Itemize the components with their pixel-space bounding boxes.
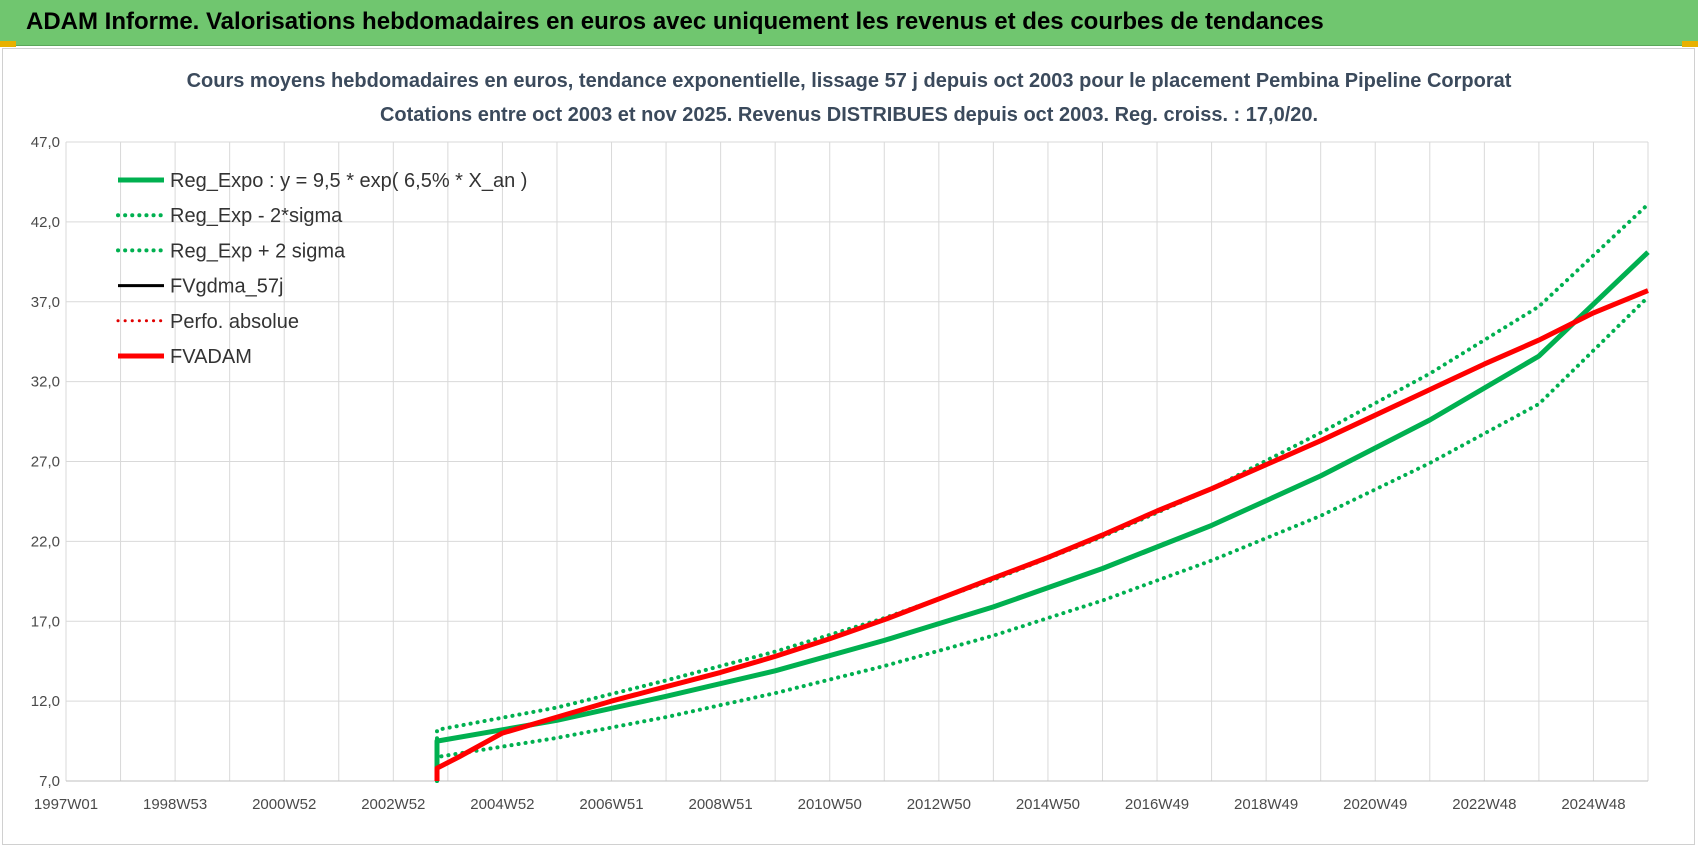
x-tick-label: 2010W50 (798, 796, 862, 813)
series-line-2 (435, 202, 1650, 783)
legend-label: Reg_Exp - 2*sigma (170, 205, 343, 227)
x-tick-label: 2012W50 (907, 796, 971, 813)
chart-title: Cours moyens hebdomadaires en euros, ten… (186, 70, 1512, 92)
y-tick-label: 12,0 (31, 693, 60, 710)
y-tick-label: 17,0 (31, 613, 60, 630)
x-tick-label: 2000W52 (252, 796, 316, 813)
y-tick-label: 7,0 (39, 773, 60, 790)
x-tick-label: 2004W52 (470, 796, 534, 813)
series-line-1 (435, 295, 1650, 783)
legend-label: FVgdma_57j (170, 276, 283, 298)
y-tick-label: 42,0 (31, 214, 60, 231)
corner-marker-left (0, 41, 16, 47)
chart-frame (2, 48, 1695, 845)
x-tick-label: 2022W48 (1452, 796, 1516, 813)
grid-lines (65, 141, 1649, 782)
x-tick-label: 2014W50 (1016, 796, 1080, 813)
y-axis-ticks: 7,0 12,0 17,0 22,0 27,0 32,0 37,0 42,0 47,0 (31, 134, 60, 790)
series-line-0 (434, 250, 1650, 781)
y-tick-label: 47,0 (31, 134, 60, 151)
legend-label: FVADAM (170, 346, 252, 368)
x-tick-label: 2018W49 (1234, 796, 1298, 813)
y-tick-label: 22,0 (31, 533, 60, 550)
x-tick-label: 2020W49 (1343, 796, 1407, 813)
legend-label: Perfo. absolue (170, 311, 299, 333)
x-tick-label: 2024W48 (1561, 796, 1625, 813)
legend-label: Reg_Exp + 2 sigma (170, 240, 346, 262)
y-tick-label: 32,0 (31, 374, 60, 391)
x-tick-label: 2016W49 (1125, 796, 1189, 813)
x-tick-label: 2006W51 (579, 796, 643, 813)
legend: Reg_Expo : y = 9,5 * exp( 6,5% * X_an ) R… (116, 170, 527, 368)
y-tick-label: 27,0 (31, 454, 60, 471)
x-axis-ticks: 1997W01 1998W53 2000W52 2002W52 2004W52 2006W… (34, 796, 1626, 813)
x-tick-label: 2002W52 (361, 796, 425, 813)
x-tick-label: 1998W53 (143, 796, 207, 813)
x-tick-label: 1997W01 (34, 796, 98, 813)
y-tick-label: 37,0 (31, 294, 60, 311)
x-tick-label: 2008W51 (689, 796, 753, 813)
series-lines (434, 202, 1650, 783)
report-banner: ADAM Informe. Valorisations hebdomadaire… (0, 0, 1698, 46)
legend-label: Reg_Expo : y = 9,5 * exp( 6,5% * X_an ) (170, 170, 527, 192)
series-line-5 (434, 288, 1649, 781)
report-title: ADAM Informe. Valorisations hebdomadaire… (26, 8, 1324, 35)
chart-subtitle: Cotations entre oct 2003 et nov 2025. Re… (379, 104, 1319, 126)
corner-marker-right (1682, 41, 1698, 47)
